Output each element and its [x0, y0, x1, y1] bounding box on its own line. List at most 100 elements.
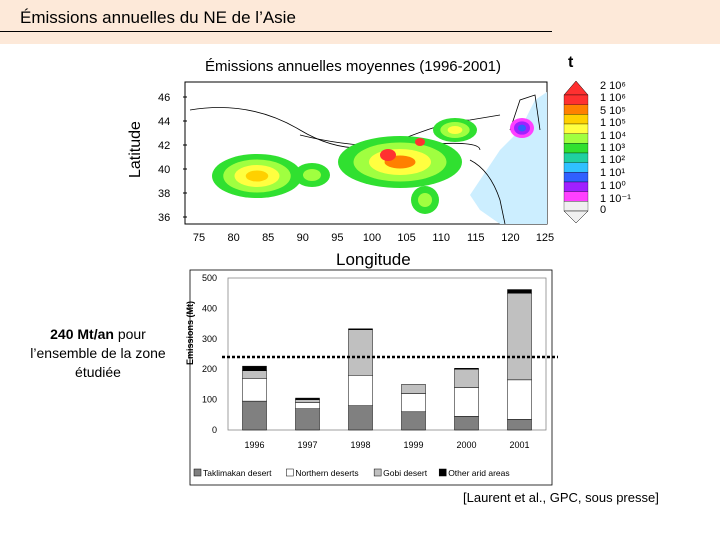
- lon-tick-label: 120: [501, 232, 519, 244]
- citation: [Laurent et al., GPC, sous presse]: [463, 490, 659, 505]
- lon-tick-label: 100: [363, 232, 381, 244]
- map-frame: [184, 81, 548, 225]
- y-tick-label: 0: [212, 425, 217, 435]
- lat-tick-label: 40: [158, 164, 170, 176]
- lat-tick-label: 42: [158, 140, 170, 152]
- lon-tick-label: 115: [467, 232, 485, 244]
- chart-outer-frame: [189, 269, 553, 486]
- emission-zone: [294, 163, 330, 187]
- scale-top-cap: [563, 80, 589, 96]
- emission-zone: [447, 126, 463, 134]
- scale-label: 1 10⁵: [600, 117, 626, 130]
- scale-swatch: [563, 104, 589, 115]
- slide-header: [0, 0, 720, 44]
- bar-segment: [242, 365, 267, 371]
- lon-tick-label: 80: [227, 232, 239, 244]
- bar-segment: [242, 378, 267, 402]
- emission-zone: [303, 169, 321, 181]
- lat-tick-label: 46: [158, 92, 170, 104]
- bar-segment: [507, 419, 532, 431]
- scale-swatch: [563, 162, 589, 173]
- scale-label: 5 10⁵: [600, 104, 626, 117]
- scale-label: 1 10²: [600, 154, 626, 167]
- lon-tick-label: 105: [397, 232, 415, 244]
- lon-tick-label: 85: [262, 232, 274, 244]
- border-line: [189, 107, 501, 149]
- bar-segment: [348, 328, 373, 330]
- lat-tick-label: 38: [158, 188, 170, 200]
- bar-segment: [507, 289, 532, 294]
- lon-tick-label: 75: [193, 232, 205, 244]
- lon-tick-label: 125: [536, 232, 554, 244]
- scale-label: 1 10⁴: [600, 129, 627, 142]
- lon-tick-label: 90: [297, 232, 309, 244]
- scale-swatch: [563, 181, 589, 192]
- x-tick-label: 2001: [509, 440, 529, 450]
- x-tick-label: 1998: [350, 440, 370, 450]
- lat-tick-label: 44: [158, 116, 170, 128]
- bar-segment: [507, 292, 532, 381]
- border-line: [299, 134, 481, 151]
- scale-swatch: [563, 201, 589, 212]
- emission-zone: [510, 118, 534, 138]
- emission-zone: [418, 193, 432, 207]
- emission-zone: [411, 186, 439, 214]
- emission-zone: [338, 136, 462, 188]
- scale-label: 2 10⁶: [600, 80, 626, 92]
- bar-segment: [348, 329, 373, 376]
- emission-zone: [433, 118, 477, 142]
- scale-label: 1 10⁻¹: [600, 192, 631, 205]
- y-tick-label: 100: [202, 395, 217, 405]
- scale-swatch: [563, 133, 589, 144]
- scale-swatch: [563, 143, 589, 154]
- coast-line: [469, 159, 506, 225]
- emission-zone: [223, 159, 291, 193]
- bar-segment: [295, 399, 320, 403]
- emission-zone: [353, 142, 447, 182]
- legend-swatch: [438, 468, 447, 477]
- lon-tick-label: 95: [331, 232, 343, 244]
- emission-zone: [514, 121, 530, 135]
- emission-zone: [440, 122, 470, 138]
- scale-swatch: [563, 94, 589, 105]
- legend-label: Gobi desert: [383, 468, 428, 478]
- y-tick-label: 500: [202, 273, 217, 283]
- bar-segment: [401, 393, 426, 413]
- emission-zone: [234, 165, 280, 187]
- scale-swatch: [563, 114, 589, 125]
- scale-label: 1 10⁰: [600, 180, 626, 193]
- y-tick-label: 400: [202, 303, 217, 313]
- coast-line: [509, 94, 541, 131]
- scale-swatch: [563, 152, 589, 163]
- legend-label: Northern deserts: [295, 468, 358, 478]
- lon-tick-label: 110: [432, 232, 450, 244]
- annotation-text: pour l’ensemble de la zone étudiée: [30, 326, 166, 380]
- y-tick-label: 300: [202, 334, 217, 344]
- bar-segment: [401, 384, 426, 394]
- bar-segment: [242, 370, 267, 379]
- x-tick-label: 2000: [456, 440, 476, 450]
- bar-segment: [454, 387, 479, 417]
- bar-segment: [295, 402, 320, 409]
- bar-segment: [242, 400, 267, 431]
- bar-segment: [295, 397, 320, 400]
- header-divider: [0, 31, 552, 32]
- slide-title: Émissions annuelles du NE de l’Asie: [20, 8, 296, 27]
- lat-tick-label: 36: [158, 212, 170, 224]
- scale-label: 1 10¹: [600, 166, 626, 179]
- legend-swatch: [286, 468, 294, 477]
- scale-label: 1 10⁶: [600, 92, 626, 105]
- map-xlabel: Longitude: [336, 250, 411, 269]
- bar-segment: [348, 375, 373, 406]
- scale-swatch: [563, 123, 589, 134]
- bar-segment: [507, 379, 532, 420]
- legend-swatch: [193, 468, 202, 477]
- map-ylabel: Latitude: [127, 121, 144, 178]
- bar-segment: [454, 368, 479, 388]
- emission-zone: [245, 170, 269, 182]
- bar-segment: [454, 368, 479, 370]
- emission-zone: [384, 155, 416, 169]
- emission-zone: [380, 149, 396, 161]
- emission-zone: [212, 154, 302, 198]
- scale-swatch: [563, 191, 589, 202]
